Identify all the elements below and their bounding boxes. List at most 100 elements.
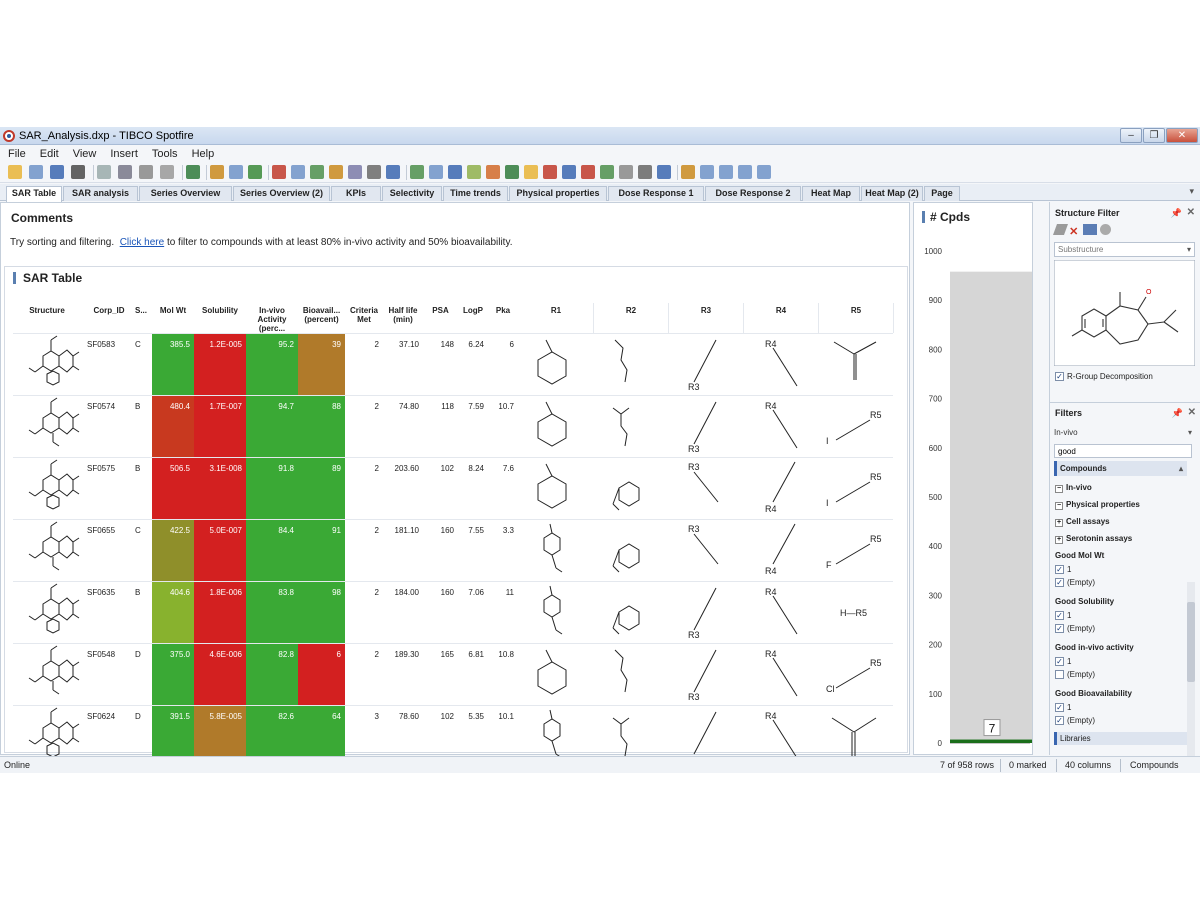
r4-structure[interactable]: R4	[743, 706, 819, 766]
table-row[interactable]: SF0548 D 375.0 4.6E-006 82.8 6 2 189.30 165 6.81 1…	[13, 643, 893, 705]
cell-sol[interactable]: 3.1E-008	[194, 458, 246, 519]
filter-checkbox[interactable]: ✓ (Empty)	[1055, 624, 1095, 634]
tab-series-overview-2[interactable]: Series Overview (2)	[233, 186, 330, 201]
r1-structure[interactable]	[518, 582, 594, 642]
filter-tree-serotonin-assays[interactable]: + Serotonin assays	[1055, 534, 1133, 544]
column-header-13[interactable]: R2	[625, 306, 637, 315]
cpds-bar-chart[interactable]: 0 100 200 300 400 500 600 700 800 900 1000 7	[914, 213, 1032, 753]
filter-column-dropdown[interactable]: In-vivo ▾	[1054, 428, 1192, 437]
collapse-icon[interactable]: ▴	[1178, 464, 1183, 473]
r3-structure[interactable]: R3	[668, 644, 744, 704]
structure-search-icon[interactable]	[1100, 224, 1112, 235]
column-header-10[interactable]: LogP	[463, 306, 483, 315]
cell-id[interactable]: SF0624	[87, 712, 116, 721]
treemap-icon[interactable]	[562, 165, 576, 179]
cell-bio[interactable]: 89	[298, 458, 345, 519]
cell-s[interactable]: D	[135, 650, 141, 659]
tab-time-trends[interactable]: Time trends	[443, 186, 508, 201]
cell-id[interactable]: SF0548	[87, 650, 116, 659]
structure-thumbnail[interactable]	[13, 582, 81, 642]
cell-sol[interactable]: 1.7E-007	[194, 396, 246, 457]
cell-invivo[interactable]: 82.8	[246, 644, 298, 705]
cell-half[interactable]: 37.10	[398, 340, 419, 349]
table-row[interactable]: SF0655 C 422.5 5.0E-007 84.4 91 2 181.10 160 7.55…	[13, 519, 893, 581]
menu-view[interactable]: View	[72, 148, 97, 160]
tab-sar-analysis[interactable]: SAR analysis	[63, 186, 138, 201]
collab-icon[interactable]	[329, 165, 343, 179]
edit-structure-icon[interactable]	[1052, 224, 1069, 235]
r3-structure[interactable]	[668, 706, 744, 766]
cell-psa[interactable]: 160	[440, 588, 454, 597]
r4-structure[interactable]: R4	[743, 582, 819, 642]
layout-3-icon[interactable]	[719, 165, 733, 179]
cell-crit[interactable]: 3	[374, 712, 379, 721]
r2-structure[interactable]	[593, 458, 669, 518]
r2-structure[interactable]	[593, 582, 669, 642]
column-header-7[interactable]: Criteria Met	[349, 306, 378, 324]
cell-half[interactable]: 203.60	[394, 464, 419, 473]
close-filters-button[interactable]: ✕	[1187, 407, 1196, 418]
r4-structure[interactable]: R4	[743, 334, 819, 394]
filter-section-header[interactable]: Good Solubility	[1055, 597, 1115, 606]
filter-tree-physical-properties[interactable]: − Physical properties	[1055, 500, 1140, 510]
table-icon[interactable]	[367, 165, 381, 179]
open-icon[interactable]	[8, 165, 22, 179]
r2-structure[interactable]	[593, 644, 669, 704]
r5-structure[interactable]	[818, 706, 894, 766]
tab-series-overview[interactable]: Series Overview	[139, 186, 232, 201]
combo-icon[interactable]	[467, 165, 481, 179]
cell-s[interactable]: B	[135, 588, 141, 597]
cell-bio[interactable]: 98	[298, 582, 345, 643]
filter-checkbox[interactable]: (Empty)	[1055, 668, 1095, 681]
cell-pka[interactable]: 7.6	[502, 464, 514, 473]
r5-structure[interactable]: R5 I	[826, 410, 882, 446]
column-header-5[interactable]: In-vivo Activity (perc...	[257, 306, 287, 333]
pie-icon[interactable]	[486, 165, 500, 179]
structure-sketch[interactable]: O	[1054, 260, 1195, 366]
r2-structure[interactable]	[593, 334, 669, 394]
cell-logp[interactable]: 6.81	[468, 650, 484, 659]
r1-structure[interactable]	[518, 396, 594, 456]
checked-icon[interactable]: ✓	[1055, 657, 1064, 667]
filter-group-compounds[interactable]: Compounds ▴	[1054, 461, 1187, 476]
cell-half[interactable]: 74.80	[398, 402, 419, 411]
cell-invivo[interactable]: 95.2	[246, 334, 298, 395]
column-header-14[interactable]: R3	[700, 306, 712, 315]
table-row[interactable]: SF0635 B 404.6 1.8E-006 83.8 98 2 184.00 160 7.06…	[13, 581, 893, 643]
checked-icon[interactable]: ✓	[1055, 716, 1064, 726]
cell-s[interactable]: D	[135, 712, 141, 721]
cell-crit[interactable]: 2	[374, 650, 379, 659]
bookmark-icon[interactable]	[210, 165, 224, 179]
r3-structure[interactable]: R3	[668, 458, 744, 518]
cell-crit[interactable]: 2	[374, 340, 379, 349]
table-row[interactable]: SF0575 B 506.5 3.1E-008 91.8 89 2 203.60 102 8.24…	[13, 457, 893, 519]
r1-structure[interactable]	[518, 334, 594, 394]
column-header-8[interactable]: Half life (min)	[388, 306, 418, 324]
parallel-icon[interactable]	[600, 165, 614, 179]
filter-checkbox[interactable]: ✓ 1	[1055, 565, 1072, 575]
r4-structure[interactable]: R4	[743, 458, 819, 518]
cell-psa[interactable]: 102	[440, 464, 454, 473]
filter-icon[interactable]	[186, 165, 200, 179]
cell-half[interactable]: 181.10	[394, 526, 419, 535]
r5-structure[interactable]: R5 Cl	[826, 658, 882, 694]
cell-invivo[interactable]: 84.4	[246, 520, 298, 581]
tab-heat-map-2[interactable]: Heat Map (2)	[861, 186, 923, 201]
cell-bio[interactable]: 6	[298, 644, 345, 705]
cell-molwt[interactable]: 480.4	[152, 396, 194, 457]
cell-logp[interactable]: 7.06	[468, 588, 484, 597]
print-icon[interactable]	[71, 165, 85, 179]
cell-invivo[interactable]: 91.8	[246, 458, 298, 519]
r3-structure[interactable]: R3	[668, 582, 744, 642]
cell-logp[interactable]: 5.35	[468, 712, 484, 721]
notes-icon[interactable]	[348, 165, 362, 179]
3d-icon[interactable]	[524, 165, 538, 179]
layout-5-icon[interactable]	[757, 165, 771, 179]
cell-invivo[interactable]: 94.7	[246, 396, 298, 457]
cell-s[interactable]: B	[135, 402, 141, 411]
cell-bio[interactable]: 91	[298, 520, 345, 581]
structure-thumbnail[interactable]	[13, 458, 81, 518]
cell-pka[interactable]: 11	[505, 588, 514, 597]
column-header-11[interactable]: Pka	[495, 306, 511, 315]
checked-icon[interactable]: ✓	[1055, 624, 1064, 634]
